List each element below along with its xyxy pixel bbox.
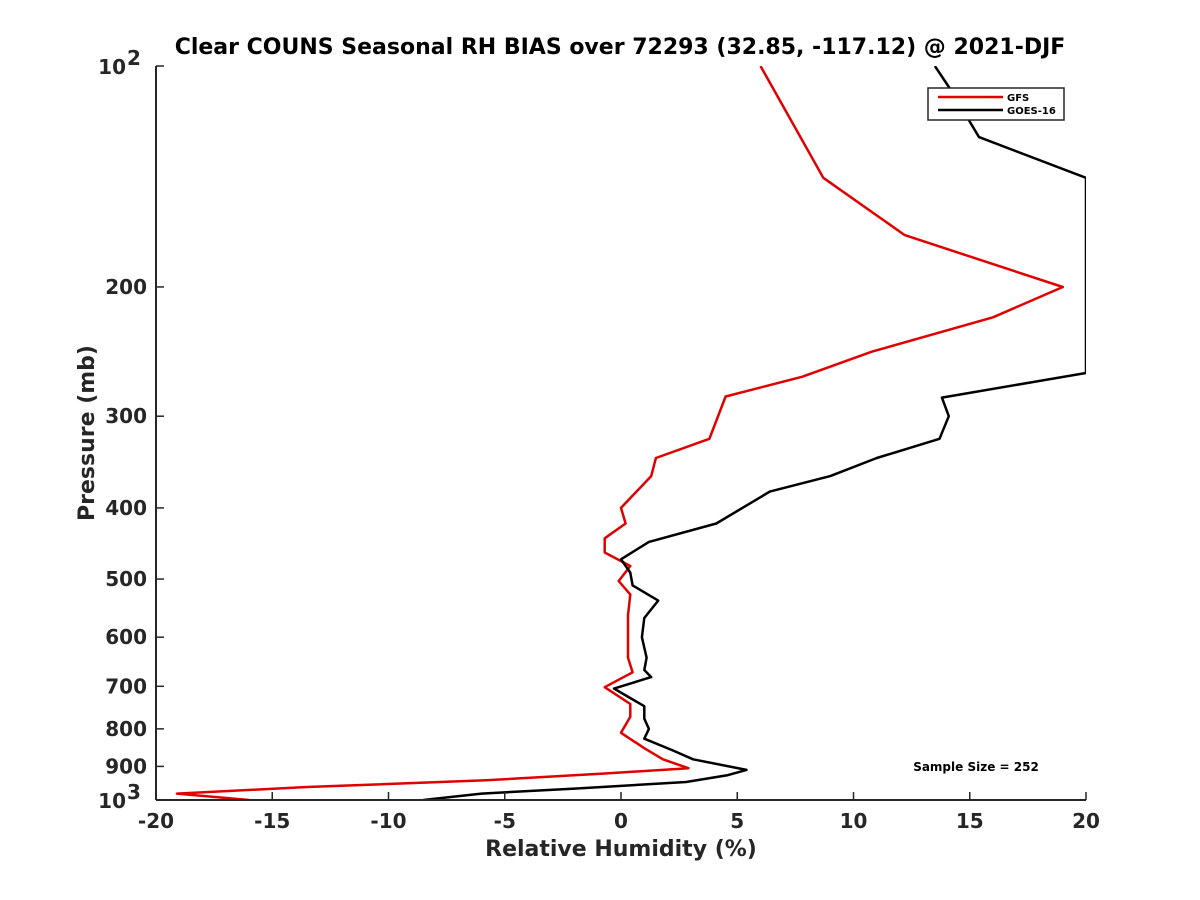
y-tick-exponent: 2: [127, 46, 141, 70]
legend-label-goes16: GOES-16: [1007, 106, 1056, 117]
legend: GFS GOES-16: [927, 87, 1065, 121]
x-tick-label: -20: [138, 809, 174, 833]
x-tick-label: 0: [614, 809, 628, 833]
legend-label-gfs: GFS: [1007, 93, 1029, 104]
y-tick-label: 10: [98, 55, 126, 79]
x-axis-label: Relative Humidity (%): [485, 837, 757, 862]
series-line-goes-16: [423, 66, 1086, 800]
x-tick-label: 20: [1072, 809, 1100, 833]
y-tick-exponent: 3: [127, 780, 141, 804]
y-tick-label: 800: [105, 717, 147, 741]
x-tick-label: 5: [730, 809, 744, 833]
x-axis-ticks: -20 -15 -10 -5 0 5 10 15 20: [138, 792, 1100, 833]
y-tick-label: 500: [105, 567, 147, 591]
y-tick-label: 900: [105, 754, 147, 778]
x-tick-label: -10: [370, 809, 406, 833]
x-tick-label: -15: [254, 809, 290, 833]
chart-title: Clear COUNS Seasonal RH BIAS over 72293 …: [175, 35, 1066, 60]
x-tick-label: 15: [956, 809, 984, 833]
x-tick-label: 10: [840, 809, 868, 833]
x-tick-label: -5: [494, 809, 516, 833]
y-tick-label: 600: [105, 625, 147, 649]
y-tick-label: 300: [105, 404, 147, 428]
series-line-gfs: [175, 66, 1065, 800]
sample-size-annotation: Sample Size = 252: [913, 760, 1039, 774]
legend-box: [927, 87, 1065, 121]
y-tick-label: 400: [105, 496, 147, 520]
y-axis-label: Pressure (mb): [75, 345, 100, 521]
y-tick-label: 200: [105, 275, 147, 299]
y-tick-label: 10: [98, 789, 126, 813]
series-layer: [175, 66, 1086, 800]
y-tick-label: 700: [105, 674, 147, 698]
